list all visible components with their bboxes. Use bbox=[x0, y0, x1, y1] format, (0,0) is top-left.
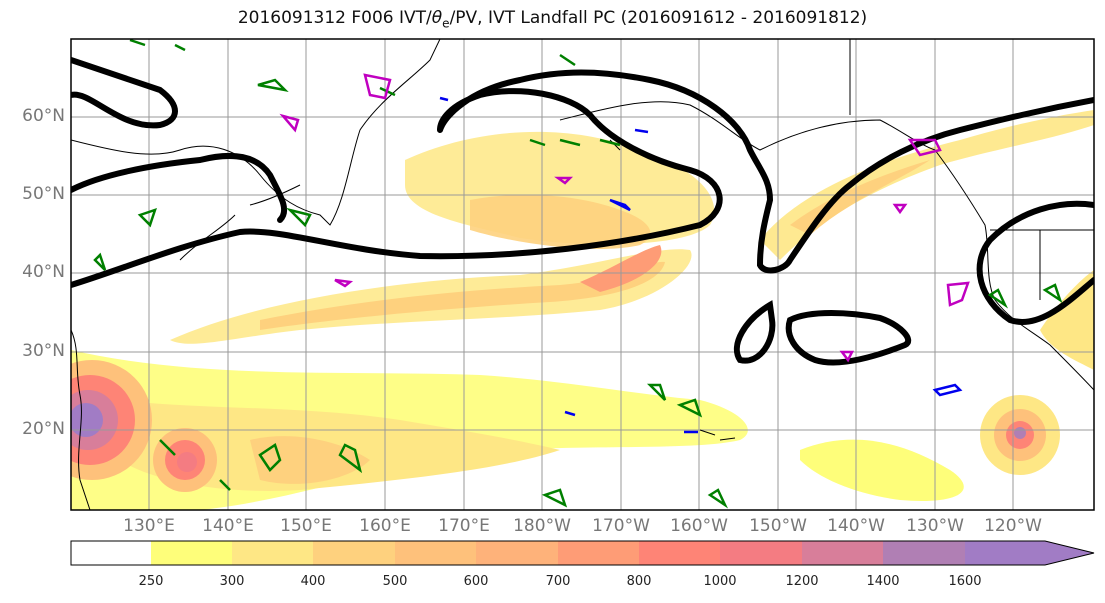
lat-label: 20°N bbox=[22, 419, 65, 439]
pc-contour-upper-left bbox=[71, 57, 178, 129]
pv-contour bbox=[258, 443, 282, 472]
colorbar-segment bbox=[313, 541, 395, 565]
theta-e-contour bbox=[932, 383, 963, 397]
pv-contour bbox=[338, 443, 363, 474]
lon-label: 160°E bbox=[359, 516, 411, 536]
pc-contour-west-loop bbox=[71, 152, 288, 223]
map-frame bbox=[70, 38, 1095, 511]
pv-contour bbox=[541, 488, 568, 508]
lon-label: 170°E bbox=[438, 516, 490, 536]
colorbar-segment bbox=[883, 541, 965, 565]
theta-e-contour bbox=[946, 281, 970, 307]
pc-contour-east-loop bbox=[976, 200, 1094, 325]
theta-e-contour bbox=[839, 350, 855, 363]
theta-e-contour bbox=[892, 203, 908, 215]
pv-contour bbox=[257, 78, 289, 92]
pc-contour-main bbox=[71, 69, 1094, 288]
colorbar-segment bbox=[395, 541, 476, 565]
pv-contour bbox=[1042, 283, 1063, 304]
lon-label: 130°E bbox=[123, 516, 175, 536]
ivt-landfall-pc-contours bbox=[71, 57, 1094, 366]
lat-label: 40°N bbox=[22, 262, 65, 282]
theta-e-contour bbox=[554, 176, 574, 185]
lat-label: 50°N bbox=[22, 184, 65, 204]
colorbar-tick-label: 600 bbox=[463, 574, 489, 589]
lon-label: 160°W bbox=[670, 516, 728, 536]
theta-e-negative-contours bbox=[439, 96, 963, 434]
colorbar-tick-label: 700 bbox=[545, 574, 571, 589]
colorbar-extend-arrow bbox=[965, 541, 1094, 565]
ivt-northeast-band bbox=[760, 110, 1094, 260]
theta-e-positive-contours bbox=[279, 73, 970, 363]
colorbar-segment bbox=[232, 541, 313, 565]
theta-e-contour bbox=[279, 113, 300, 133]
lon-label: 150°W bbox=[749, 516, 807, 536]
lon-label: 140°E bbox=[202, 516, 254, 536]
pc-contour-small-loop bbox=[733, 300, 776, 364]
coastline-alaska bbox=[559, 101, 936, 151]
lat-label: 60°N bbox=[22, 106, 65, 126]
colorbar-segment bbox=[720, 541, 802, 565]
colorbar-segment bbox=[639, 541, 720, 565]
lon-label: 150°E bbox=[280, 516, 332, 536]
theta-e-contour bbox=[609, 198, 631, 212]
colorbar-tick-label: 400 bbox=[300, 574, 326, 589]
pv-contour bbox=[129, 39, 186, 52]
pv-contour bbox=[707, 488, 729, 509]
lon-label: 140°W bbox=[827, 516, 885, 536]
colorbar-segment bbox=[151, 541, 232, 565]
colorbar-segment bbox=[802, 541, 883, 565]
lat-label: 30°N bbox=[22, 341, 65, 361]
pv-contour bbox=[987, 288, 1009, 309]
colorbar-tick-label: 1000 bbox=[703, 574, 737, 589]
coastline-north-america bbox=[934, 149, 1094, 391]
colorbar-tick-label: 1200 bbox=[785, 574, 819, 589]
pv-contour bbox=[676, 398, 703, 418]
map-title: 2016091312 F006 IVT/θe/PV, IVT Landfall … bbox=[237, 8, 868, 31]
pv-contour bbox=[529, 138, 621, 147]
colorbar-segment bbox=[558, 541, 639, 565]
pc-contour-oval bbox=[785, 310, 912, 366]
theta-e-contour bbox=[439, 96, 449, 102]
coastlines bbox=[71, 39, 1094, 510]
coastline-asia-south bbox=[71, 329, 91, 510]
coastline-hawaii bbox=[699, 429, 736, 441]
pv-contour bbox=[93, 252, 107, 271]
colorbar-tick-label: 300 bbox=[219, 574, 245, 589]
colorbar-tick-label: 250 bbox=[138, 574, 164, 589]
colorbar-tick-label: 1400 bbox=[866, 574, 900, 589]
colorbar-segment bbox=[71, 541, 151, 565]
theta-e-contour bbox=[334, 278, 354, 288]
pv-contour bbox=[137, 208, 157, 228]
pv-contour bbox=[159, 439, 231, 491]
pv-contour bbox=[646, 383, 667, 401]
lon-label: 170°W bbox=[592, 516, 650, 536]
border-canada-us bbox=[849, 39, 1094, 300]
theta-e-contour bbox=[363, 73, 392, 100]
theta-e-contour bbox=[634, 128, 649, 134]
lon-label: 180°W bbox=[513, 516, 571, 536]
colorbar-segment bbox=[476, 541, 558, 565]
pv-contour bbox=[285, 207, 312, 228]
coastline-asia-north bbox=[71, 39, 441, 226]
colorbar-tick-label: 1600 bbox=[948, 574, 982, 589]
colorbar bbox=[70, 540, 1095, 566]
theta-e-contour bbox=[564, 410, 576, 417]
gridlines bbox=[71, 39, 1094, 510]
lon-label: 120°W bbox=[984, 516, 1042, 536]
colorbar-tick-label: 500 bbox=[382, 574, 408, 589]
theta-e-contour bbox=[907, 138, 942, 157]
colorbar-tick-label: 800 bbox=[626, 574, 652, 589]
lon-label: 130°W bbox=[906, 516, 964, 536]
